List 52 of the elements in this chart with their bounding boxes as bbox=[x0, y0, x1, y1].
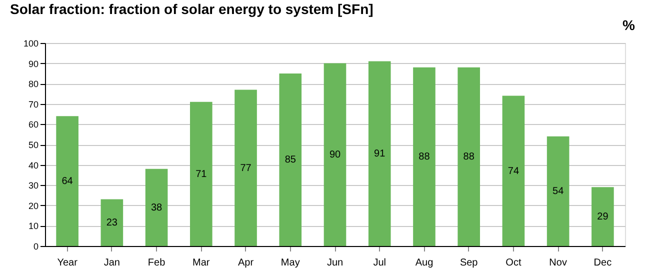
data-label: 74 bbox=[508, 166, 520, 177]
y-tick-label: 90 bbox=[28, 58, 38, 69]
x-tick-label: Feb bbox=[148, 258, 166, 268]
chart-title: Solar fraction: fraction of solar energy to system [SFn] bbox=[10, 1, 374, 17]
bar bbox=[234, 90, 257, 246]
x-tick-label: Apr bbox=[238, 258, 254, 268]
bar bbox=[100, 199, 124, 246]
y-tick-label: 60 bbox=[28, 120, 38, 130]
data-label: 38 bbox=[150, 202, 163, 214]
data-label: 23 bbox=[106, 218, 118, 229]
y-tick-label: 100 bbox=[23, 38, 38, 48]
x-tick-label: Nov bbox=[549, 258, 567, 268]
y-tick-label: 70 bbox=[28, 99, 38, 110]
y-tick-label: 40 bbox=[28, 160, 38, 170]
data-label: 54 bbox=[552, 186, 564, 198]
x-tick-label: Aug bbox=[415, 258, 434, 268]
bar bbox=[56, 116, 78, 246]
x-tick-label: Jul bbox=[373, 258, 386, 268]
bar bbox=[502, 96, 525, 246]
x-tick-label: Jun bbox=[326, 258, 344, 268]
data-label: 91 bbox=[374, 148, 386, 160]
y-tick-label: 80 bbox=[28, 79, 38, 90]
bar bbox=[458, 67, 480, 246]
x-tick-label: Dec bbox=[594, 258, 612, 268]
x-tick-label: Mar bbox=[192, 258, 210, 268]
data-label: 71 bbox=[196, 168, 208, 180]
bar bbox=[368, 61, 391, 246]
y-axis-title: % bbox=[622, 17, 636, 33]
y-tick-label: 10 bbox=[28, 221, 38, 232]
y-tick-label: 20 bbox=[28, 200, 38, 211]
x-tick-label: Oct bbox=[506, 258, 522, 268]
x-tick-label: Jan bbox=[104, 258, 120, 268]
y-tick-label: 30 bbox=[28, 180, 38, 191]
bar bbox=[324, 63, 346, 246]
bar bbox=[279, 73, 302, 246]
bar bbox=[145, 168, 168, 246]
bar bbox=[413, 67, 436, 246]
data-label: 29 bbox=[597, 212, 609, 223]
bar bbox=[546, 136, 570, 246]
bar bbox=[190, 102, 212, 246]
data-label: 90 bbox=[329, 150, 341, 161]
x-tick-label: May bbox=[280, 258, 300, 268]
y-tick-label: 50 bbox=[28, 140, 38, 150]
bar bbox=[592, 187, 614, 246]
data-label: 77 bbox=[240, 162, 252, 174]
x-tick-label: Sep bbox=[460, 258, 478, 268]
data-label: 88 bbox=[418, 152, 430, 163]
data-label: 85 bbox=[284, 154, 296, 166]
y-tick-label: 0 bbox=[33, 242, 38, 252]
data-label: 64 bbox=[62, 176, 74, 188]
x-tick-label: Year bbox=[57, 258, 78, 268]
data-label: 88 bbox=[463, 152, 475, 163]
